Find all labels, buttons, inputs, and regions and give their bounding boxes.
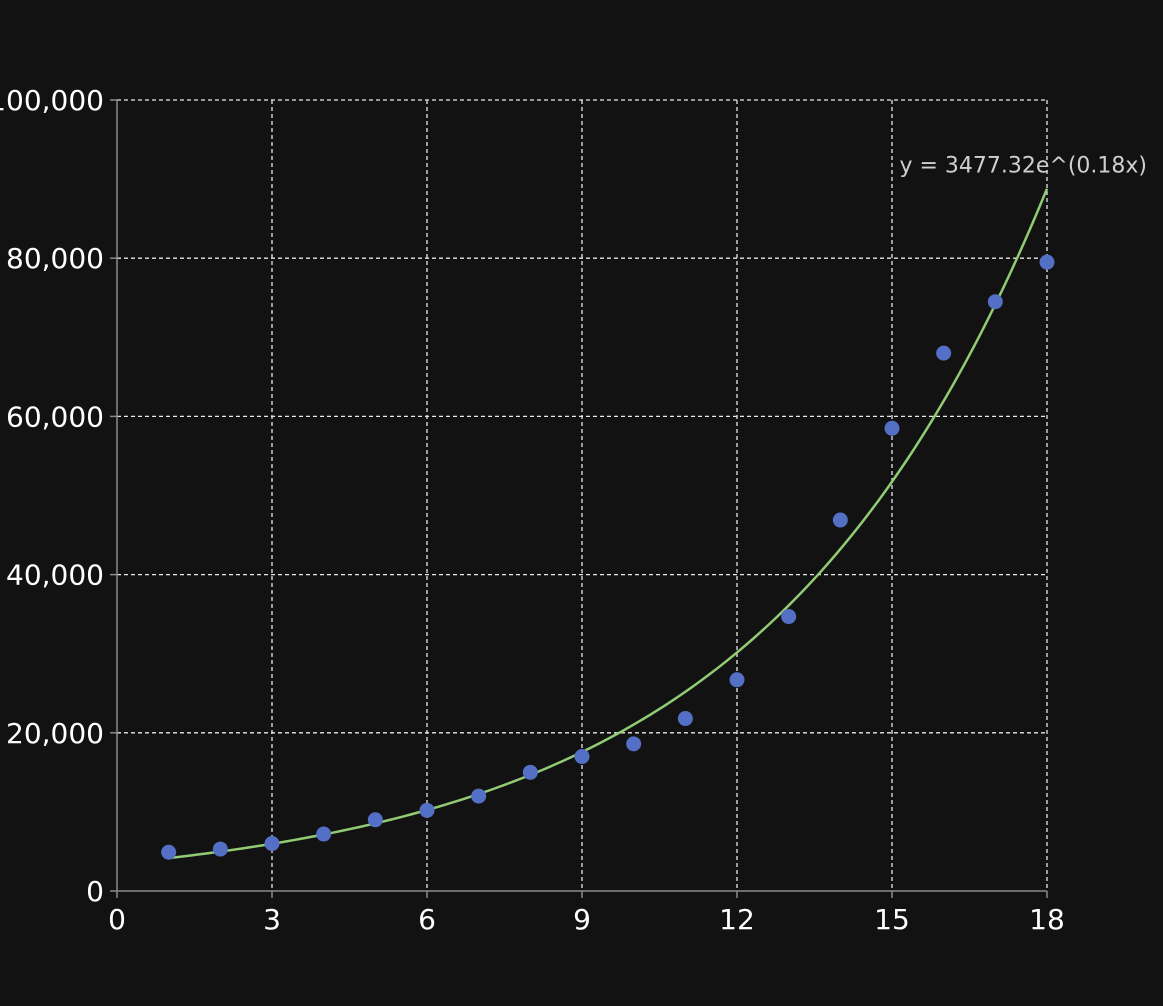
data-point xyxy=(574,749,590,765)
data-point xyxy=(522,764,538,780)
data-point xyxy=(884,420,900,436)
data-points xyxy=(161,254,1055,860)
grid-lines xyxy=(117,99,1048,891)
data-point xyxy=(1039,254,1055,270)
x-tick-label: 9 xyxy=(573,903,591,936)
trendline-equation: y = 3477.32e^(0.18x) xyxy=(899,154,1147,179)
trendline xyxy=(168,188,1049,860)
data-point xyxy=(419,802,435,818)
y-tick-label: 20,000 xyxy=(6,717,104,750)
x-tick-label: 6 xyxy=(418,903,436,936)
data-point xyxy=(677,711,693,727)
data-point xyxy=(987,294,1003,310)
data-point xyxy=(936,345,952,361)
data-point xyxy=(212,841,228,857)
data-point xyxy=(626,736,642,752)
data-point xyxy=(264,836,280,852)
x-tick-label: 0 xyxy=(108,903,126,936)
data-point xyxy=(729,672,745,688)
x-tick-label: 18 xyxy=(1029,903,1065,936)
axes xyxy=(110,99,1048,898)
x-tick-label: 15 xyxy=(874,903,910,936)
data-point xyxy=(316,826,332,842)
x-tick-label: 12 xyxy=(719,903,755,936)
y-tick-label: 80,000 xyxy=(6,242,104,275)
y-tick-label: 60,000 xyxy=(6,400,104,433)
data-point xyxy=(832,512,848,528)
x-tick-label: 3 xyxy=(263,903,281,936)
y-tick-label: 100,000 xyxy=(0,84,104,117)
data-point xyxy=(781,609,797,625)
y-tick-label: 40,000 xyxy=(6,559,104,592)
y-tick-label: 0 xyxy=(86,875,104,908)
data-point xyxy=(161,844,177,860)
data-point xyxy=(471,788,487,804)
data-point xyxy=(367,812,383,828)
tick-labels: 0 3 6 9 12 15 18 0 20,000 40,000 60,000 80,000 100,0… xyxy=(0,84,1065,936)
